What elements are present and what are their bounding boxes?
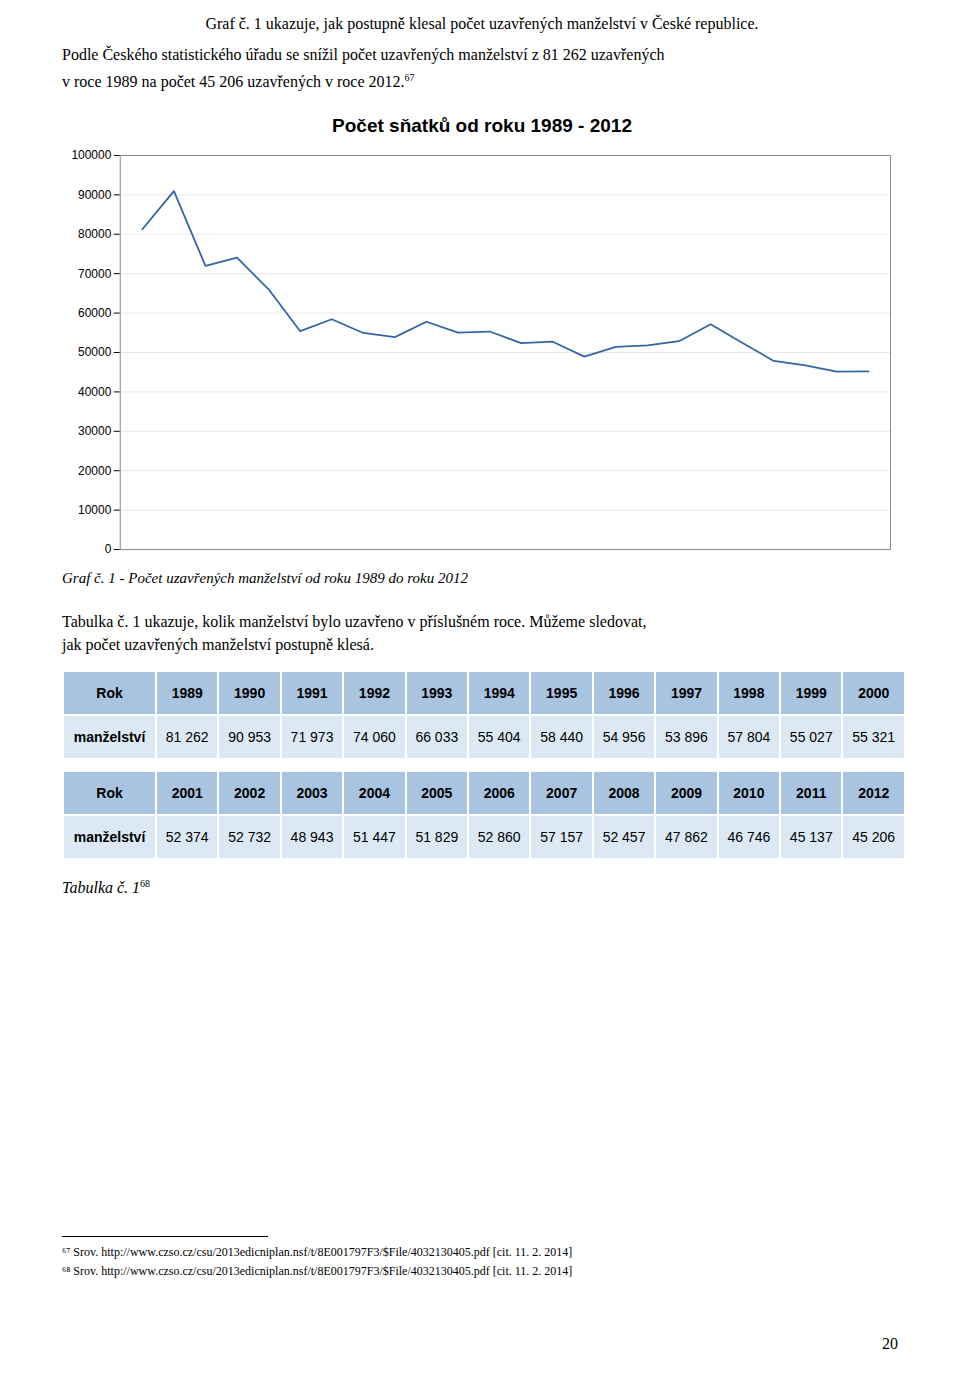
html-text:2012: 2012 [858,785,890,802]
html-text:Tabulka č. 1 ukazuje, kolik ma: Tabulka č. 1 ukazuje, kolik manželství b… [62,613,647,631]
html-text:1990: 1990 [234,685,266,702]
svg-text:70000: 70000 [78,267,112,281]
html-text:57 157: 57 157 [540,829,583,846]
html-text:2004: 2004 [358,785,390,802]
svg-text:80000: 80000 [78,227,112,241]
html-text:51 447: 51 447 [353,829,396,846]
svg-text:40000: 40000 [78,385,112,399]
html-text:1994: 1994 [483,685,515,702]
html-text:2006: 2006 [483,785,515,802]
html-text:1991: 1991 [296,685,328,702]
html-text:58 440: 58 440 [540,729,583,746]
html-text:1999: 1999 [795,685,827,702]
svg-text:60000: 60000 [78,306,112,320]
svg-text:20000: 20000 [78,464,112,478]
html-text:Graf č. 1 ukazuje, jak postupn: Graf č. 1 ukazuje, jak postupně klesal p… [205,15,759,32]
html-text:57 804: 57 804 [727,729,771,746]
html-text:Rok: Rok [96,785,123,802]
html-text:66 033: 66 033 [415,729,459,746]
svg-text:90000: 90000 [78,188,112,202]
html-text:manželství: manželství [73,829,146,846]
html-text:52 374: 52 374 [165,829,209,846]
html-text:55 321: 55 321 [852,729,896,746]
html-text:2007: 2007 [546,785,578,802]
html-text:53 896: 53 896 [665,729,708,746]
html-text:1996: 1996 [608,685,640,702]
svg-text:30000: 30000 [78,424,112,438]
svg-text:10000: 10000 [78,503,112,517]
html-text:2002: 2002 [234,785,266,802]
html-text:52 457: 52 457 [602,829,646,846]
html-text:2008: 2008 [608,785,640,802]
html-text:Počet sňatků od roku 1989 - 20: Počet sňatků od roku 1989 - 2012 [332,115,632,137]
html-text:20: 20 [882,1335,898,1352]
html-text:74 060: 74 060 [353,729,396,746]
html-text:1993: 1993 [421,685,453,702]
html-text:1997: 1997 [670,685,702,702]
html-text:45 137: 45 137 [789,829,833,846]
html-text:1995: 1995 [546,685,578,702]
html-text:Tabulka č. 1: Tabulka č. 1 [62,879,141,897]
html-text:52 732: 52 732 [228,829,271,846]
html-text:54 956: 54 956 [602,729,646,746]
html-text:55 027: 55 027 [789,729,833,746]
html-text:47 862: 47 862 [665,829,708,846]
html-text:⁶⁸ Srov. http://www.czso.cz/cs: ⁶⁸ Srov. http://www.czso.cz/csu/2013edic… [62,1264,573,1278]
html-text:2000: 2000 [858,685,890,702]
html-text:⁶⁷ Srov. http://www.czso.cz/cs: ⁶⁷ Srov. http://www.czso.cz/csu/2013edic… [62,1245,573,1259]
svg-text:50000: 50000 [78,346,112,360]
html-text:1989: 1989 [171,685,203,702]
html-text:2009: 2009 [670,785,702,802]
html-text:v roce 1989 na počet 45 206 uz: v roce 1989 na počet 45 206 uzavřených v… [62,72,415,91]
svg-text:100000: 100000 [71,149,111,163]
html-text:2005: 2005 [421,785,453,802]
html-text:90 953: 90 953 [228,729,271,746]
html-text:81 262: 81 262 [165,729,209,746]
html-text:51 829: 51 829 [415,829,459,846]
html-text:2001: 2001 [171,785,203,802]
html-text:68: 68 [140,878,151,890]
html-text:manželství: manželství [73,729,146,746]
html-text:52 860: 52 860 [477,829,521,846]
html-text:1992: 1992 [358,685,390,702]
html-text:71 973: 71 973 [290,729,334,746]
html-text:55 404: 55 404 [477,729,521,746]
html-text:Rok: Rok [96,685,123,702]
html-text:46 746: 46 746 [727,829,771,846]
html-text:Podle Českého statistického úř: Podle Českého statistického úřadu se sní… [62,46,665,63]
html-text:45 206: 45 206 [852,829,896,846]
svg-text:0: 0 [105,543,112,557]
html-text:2011: 2011 [796,785,827,802]
html-text:2003: 2003 [296,785,328,802]
html-text:Graf č. 1 - Počet uzavřených m: Graf č. 1 - Počet uzavřených manželství … [62,570,468,587]
html-text:48 943: 48 943 [290,829,334,846]
html-text:jak počet uzavřených manželstv: jak počet uzavřených manželství postupně… [62,636,374,654]
html-text:2010: 2010 [733,785,765,802]
html-text:1998: 1998 [733,685,765,702]
